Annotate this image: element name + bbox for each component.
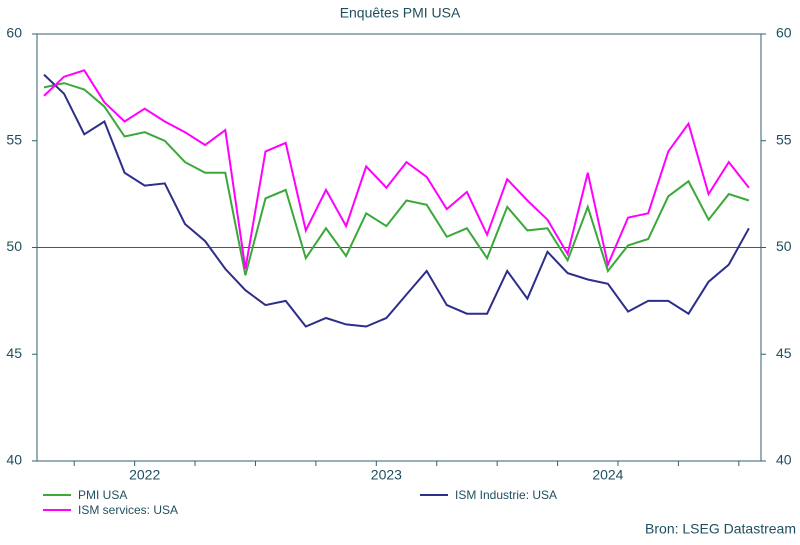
chart-title: Enquêtes PMI USA <box>340 5 461 21</box>
y-tick-label: 60 <box>6 25 22 41</box>
source: Bron: LSEG Datastream <box>645 521 796 537</box>
y2-tick-label: 45 <box>776 345 792 361</box>
y2-tick-label: 50 <box>776 238 792 254</box>
y-tick-label: 40 <box>6 452 22 468</box>
series-line <box>43 69 750 270</box>
series-line <box>43 82 750 276</box>
legend-label: ISM services: USA <box>78 503 178 517</box>
y-tick-label: 55 <box>6 131 22 147</box>
y2-tick-label: 40 <box>776 452 792 468</box>
x-tick-label: 2024 <box>592 467 623 483</box>
series-line <box>43 73 750 328</box>
legend-label: PMI USA <box>78 488 127 502</box>
y2-tick-label: 55 <box>776 131 792 147</box>
y2-tick-label: 60 <box>776 25 792 41</box>
y-tick-label: 45 <box>6 345 22 361</box>
x-tick-label: 2023 <box>371 467 402 483</box>
legend-label: ISM Industrie: USA <box>455 488 557 502</box>
y-tick-label: 50 <box>6 238 22 254</box>
x-tick-label: 2022 <box>129 467 160 483</box>
